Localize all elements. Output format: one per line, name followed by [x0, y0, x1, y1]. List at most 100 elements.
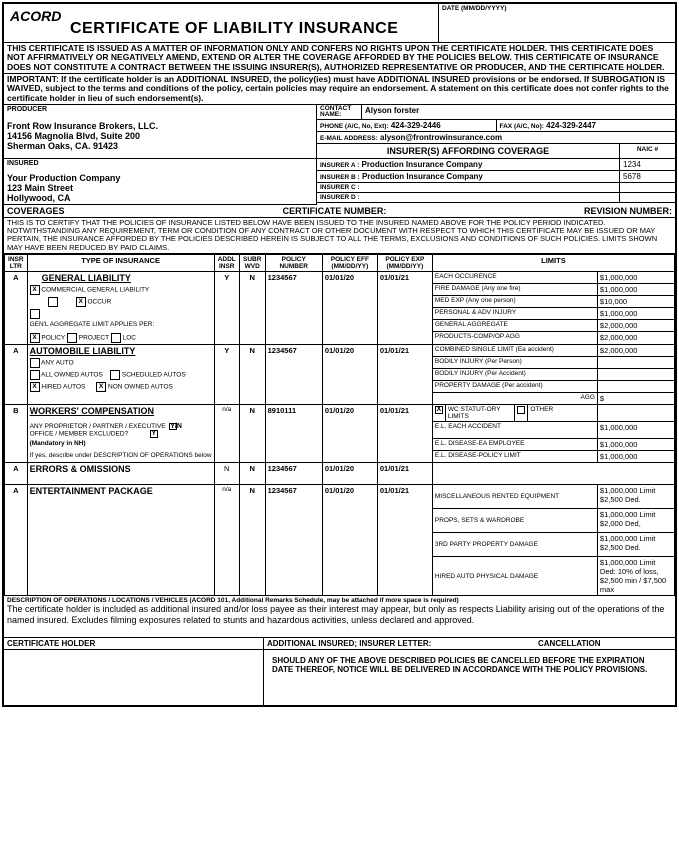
auto-addl: Y [214, 344, 239, 405]
chk-wcother[interactable] [517, 406, 525, 414]
ent-lim3-l: 3RD PARTY PROPERTY DAMAGE [432, 533, 597, 557]
wc-addl: n/a [214, 405, 239, 463]
chk-occur[interactable]: X [76, 297, 86, 307]
auto-owned: ALL OWNED AUTOS [41, 371, 103, 378]
insured-addr1: 123 Main Street [7, 183, 313, 193]
chk-wcstat[interactable]: X [435, 406, 443, 414]
th-exp: POLICY EXP (MM/DD/YY) [377, 254, 432, 271]
auto-lim4-l: PROPERTY DAMAGE (Per accident) [432, 381, 597, 393]
chk-blank1[interactable] [48, 297, 58, 307]
wc-lim1-l: E.L. EACH ACCIDENT [432, 422, 597, 439]
naic-label: NAIC # [620, 144, 675, 158]
gl-lim2-v: $1,000,000 [597, 284, 674, 296]
th-addl: ADDL INSR [214, 254, 239, 271]
contact-name: Alyson forster [362, 105, 675, 119]
cancel-label: CANCELLATION [535, 638, 675, 649]
gl-pol: POLICY [41, 334, 65, 341]
chk-policy[interactable]: X [30, 333, 40, 343]
th-limits: LIMITS [432, 254, 674, 271]
auto-lim1-l: COMBINED SINGLE LIMIT (Ea accident) [432, 344, 597, 357]
chk-project[interactable] [67, 333, 77, 343]
producer-addr2: Sherman Oaks, CA. 91423 [7, 141, 313, 151]
disclaimer-1: THIS CERTIFICATE IS ISSUED AS A MATTER O… [4, 43, 675, 74]
disclaimer-2: IMPORTANT: If the certificate holder is … [4, 74, 675, 105]
ins-d-label: INSURER D : [317, 193, 620, 202]
th-ltr: INSR LTR [5, 254, 28, 271]
wc-sub2: OFFICE / MEMBER EXCLUDED? [30, 431, 129, 438]
producer-addr1: 14156 Magnolia Blvd, Suite 200 [7, 131, 313, 141]
chk-wc-excl[interactable]: Y [150, 430, 158, 438]
phone-label: PHONE (A/C, No, Ext): [320, 123, 389, 130]
ent-row: A ENTERTAINMENT PACKAGE n/a N 1234567 01… [5, 485, 675, 509]
producer-name: Front Row Insurance Brokers, LLC. [7, 121, 313, 131]
ent-exp: 01/01/21 [377, 485, 432, 596]
chk-anyauto[interactable] [30, 358, 40, 368]
ent-lim1-l: MISCELLANEOUS RENTED EQUIPMENT [432, 485, 597, 509]
auto-sched: SCHEDULED AUTOS [122, 371, 186, 378]
chk-owned[interactable] [30, 370, 40, 380]
auto-exp: 01/01/21 [377, 344, 432, 405]
ent-lim4-v: $1,000,000 Limit Ded: 10% of loss, $2,50… [597, 557, 674, 596]
table-header-row: INSR LTR TYPE OF INSURANCE ADDL INSR SUB… [5, 254, 675, 271]
wc-lim3-v: $1,000,000 [597, 451, 674, 463]
gl-ltr: A [5, 271, 28, 344]
cert-holder-label: CERTIFICATE HOLDER [4, 638, 264, 649]
wc-exp: 01/01/21 [377, 405, 432, 463]
auto-num: 1234567 [265, 344, 322, 405]
auto-ltr: A [5, 344, 28, 405]
desc-ops-block: DESCRIPTION OF OPERATIONS / LOCATIONS / … [4, 596, 675, 638]
gl-eff: 01/01/20 [322, 271, 377, 344]
cancel-text: SHOULD ANY OF THE ABOVE DESCRIBED POLICI… [264, 650, 675, 705]
insured-label: INSURED [7, 160, 313, 167]
chk-blank2[interactable] [30, 309, 40, 319]
date-label: DATE (MM/DD/YYYY) [439, 4, 675, 42]
chk-sched[interactable] [110, 370, 120, 380]
ent-lim1-v: $1,000,000 Limit $2,500 Ded. [597, 485, 674, 509]
producer-contact-block: PRODUCER Front Row Insurance Brokers, LL… [4, 105, 675, 159]
chk-cgl[interactable]: X [30, 285, 40, 295]
auto-agg-l: AGG [432, 393, 597, 405]
ins-c-label: INSURER C : [317, 183, 620, 192]
chk-nonowned[interactable]: X [96, 382, 106, 392]
chk-hired[interactable]: X [30, 382, 40, 392]
ent-eff: 01/01/20 [322, 485, 377, 596]
auto-lim2-l: BODILY INJURY (Per Person) [432, 357, 597, 369]
ins-a-label: INSURER A : [320, 162, 359, 169]
eo-row: A ERRORS & OMISSIONS N N 1234567 01/01/2… [5, 463, 675, 485]
gl-occur: OCCUR [87, 298, 111, 305]
ins-b-naic: 5678 [620, 171, 675, 182]
gl-proj: PROJECT [79, 334, 109, 341]
doc-title: CERTIFICATE OF LIABILITY INSURANCE [70, 20, 432, 38]
th-subr: SUBR WVD [239, 254, 265, 271]
gl-lim3-v: $10,000 [597, 296, 674, 308]
cov-disclaimer: THIS IS TO CERTIFY THAT THE POLICIES OF … [4, 218, 675, 254]
gl-lim5-v: $2,000,000 [597, 320, 674, 332]
gl-num: 1234567 [265, 271, 322, 344]
th-type: TYPE OF INSURANCE [27, 254, 214, 271]
ins-a-naic: 1234 [620, 159, 675, 170]
ent-lim2-v: $1,000,000 Limit $2,000 Ded, [597, 509, 674, 533]
wc-lim1-v: $1,000,000 [597, 422, 674, 439]
eo-ltr: A [5, 463, 28, 485]
auto-agg-v: $ [597, 393, 674, 405]
chk-loc[interactable] [111, 333, 121, 343]
wc-lim2-v: $1,000,000 [597, 439, 674, 451]
desc-ops-heading: DESCRIPTION OF OPERATIONS / LOCATIONS / … [7, 597, 672, 604]
auto-any: ANY AUTO [41, 359, 74, 366]
auto-subr: N [239, 344, 265, 405]
auto-hired: HIRED AUTOS [41, 383, 85, 390]
eo-num: 1234567 [265, 463, 322, 485]
wc-num: 8910111 [265, 405, 322, 463]
wc-yn-box: Y/N [169, 423, 177, 430]
gl-lim4-l: PERSONAL & ADV INJURY [432, 308, 597, 320]
fax: 424-329-2447 [546, 121, 596, 130]
desc-ops-text: The certificate holder is included as ad… [7, 604, 672, 626]
coverages-header: COVERAGES CERTIFICATE NUMBER: REVISION N… [4, 205, 675, 218]
gl-loc: LOC [123, 334, 136, 341]
wc-lim2-l: E.L. DISEASE-EA EMPLOYEE [432, 439, 597, 451]
ins-b-label: INSURER B : [320, 174, 360, 181]
wc-stat-l: WC STATUT-ORY LIMITS [446, 405, 516, 421]
auto-lim3-l: BODILY INJURY (Per Accident) [432, 369, 597, 381]
insured-block: INSURED Your Production Company 123 Main… [4, 159, 675, 205]
ent-subr: N [239, 485, 265, 596]
